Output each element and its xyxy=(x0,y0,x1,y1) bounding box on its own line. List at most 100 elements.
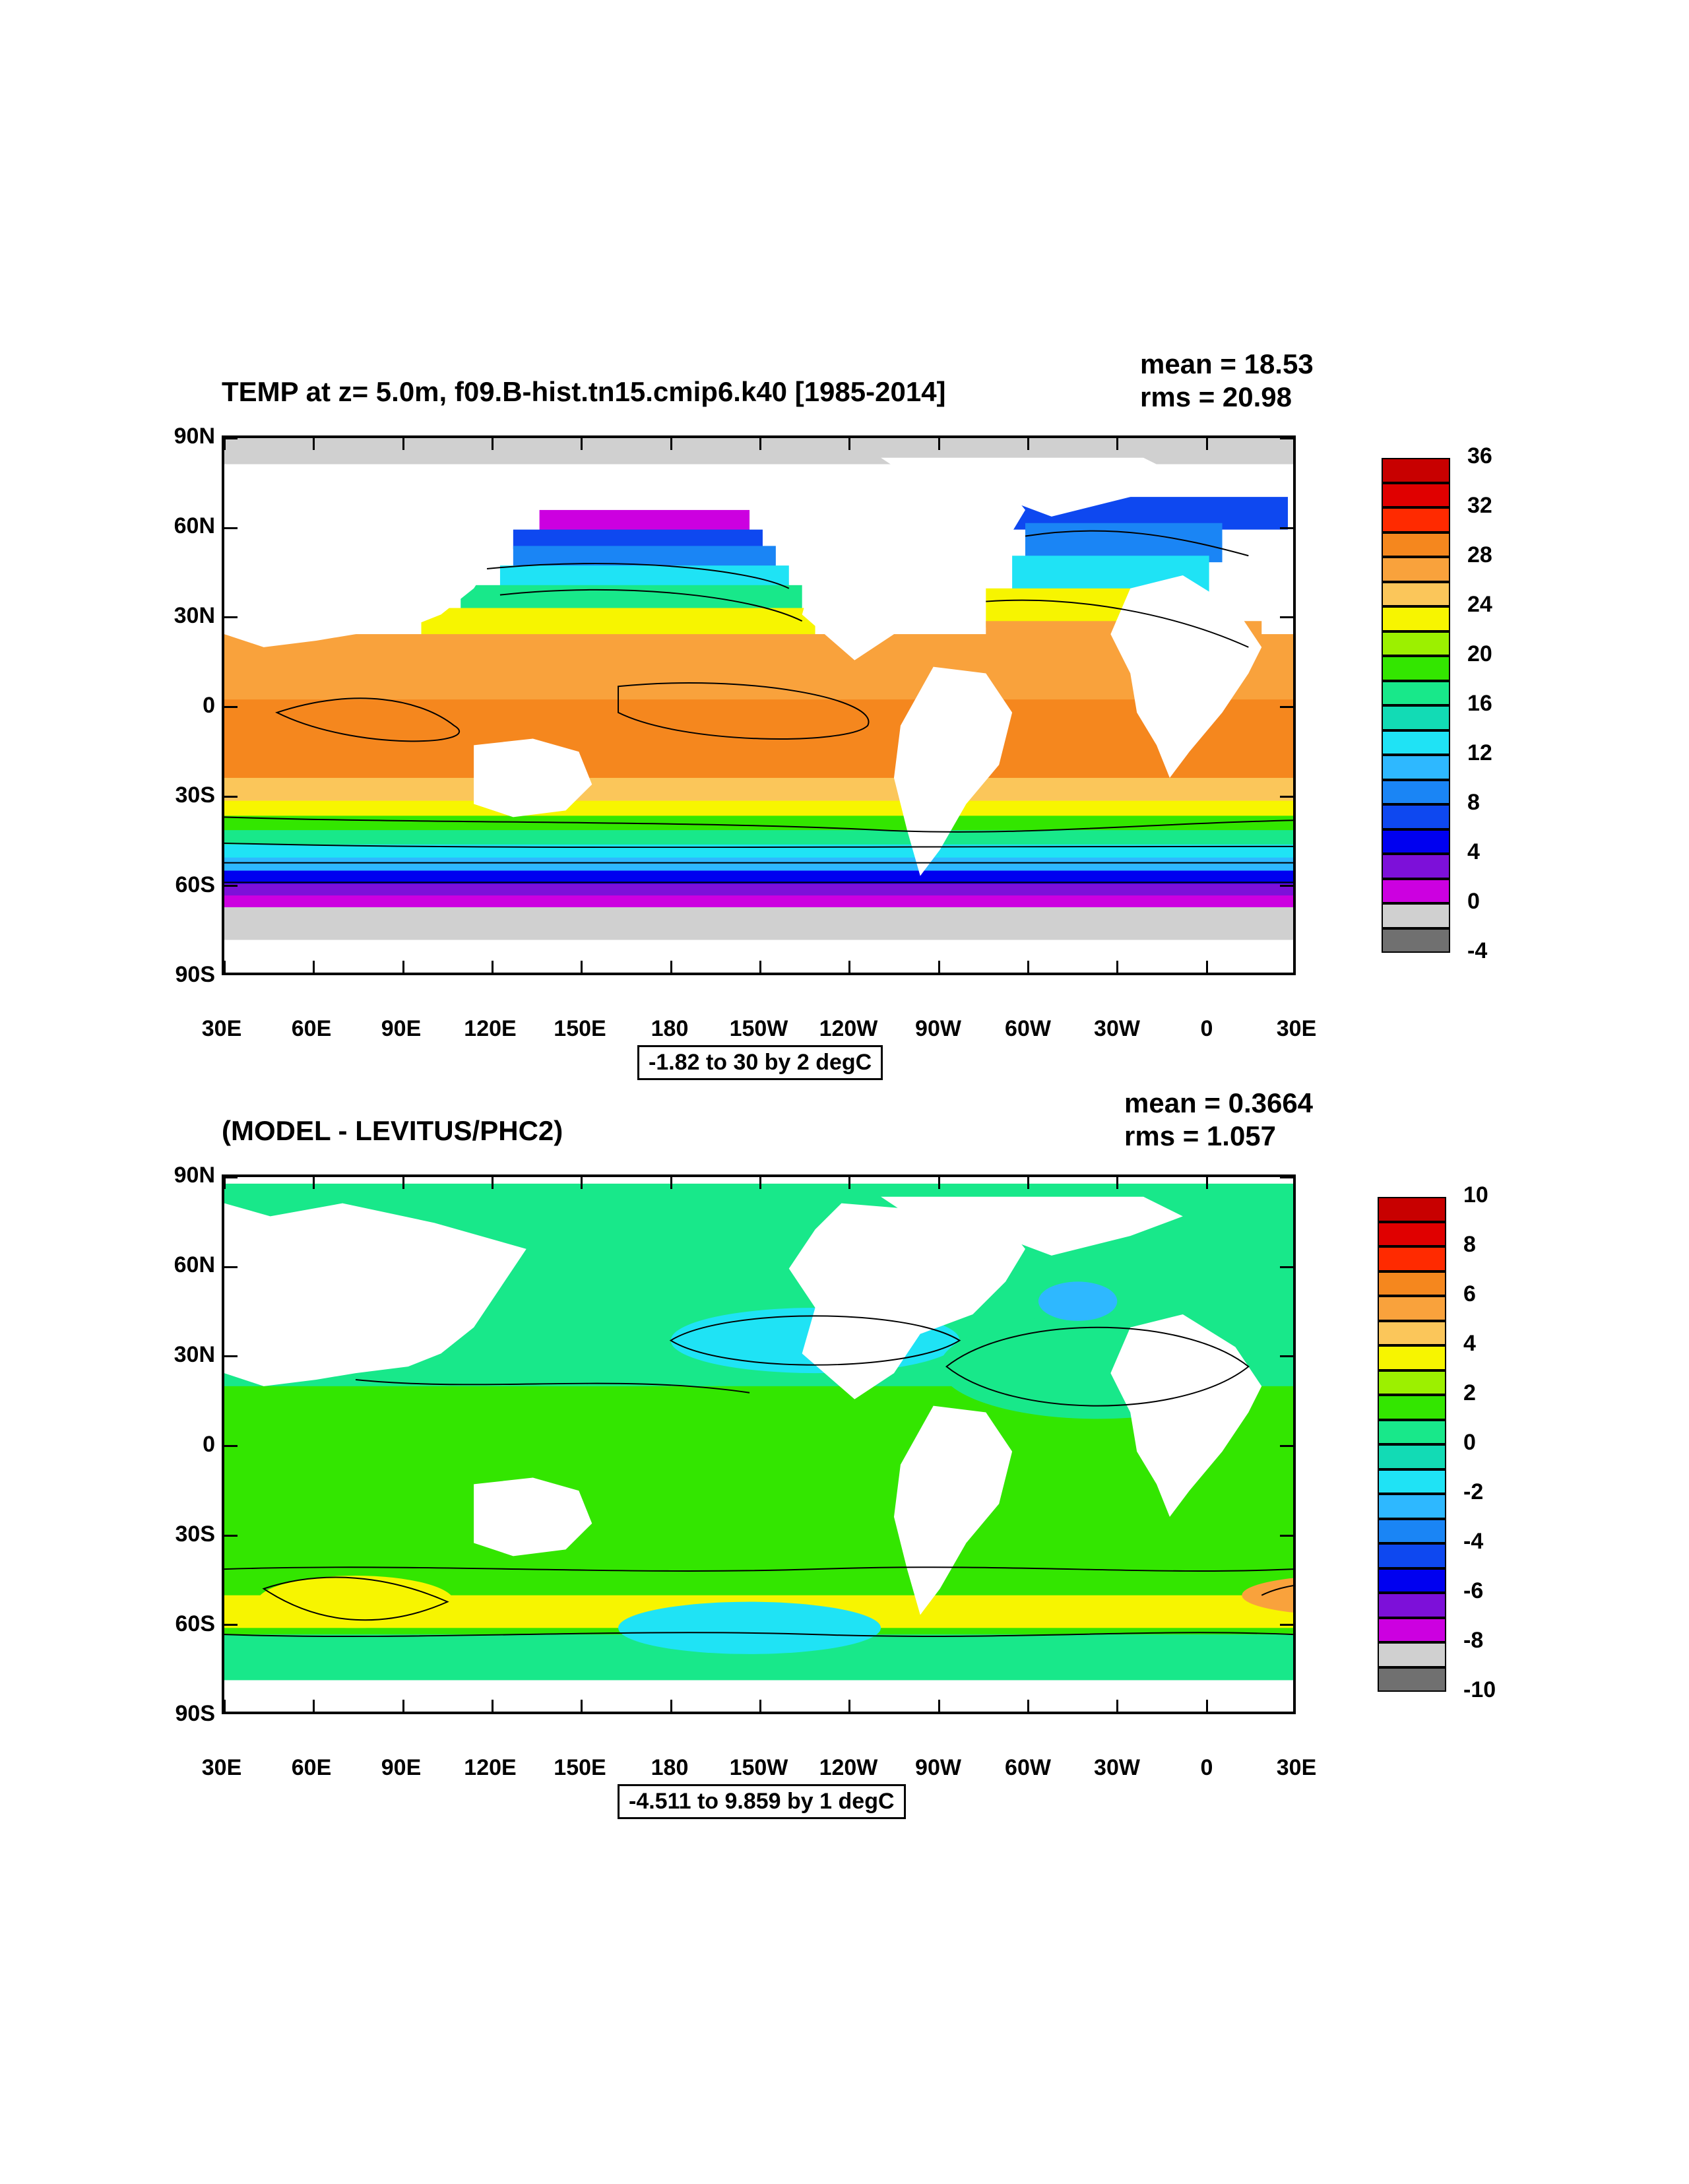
x-tick xyxy=(581,438,583,450)
y-tick xyxy=(1280,616,1293,619)
y-tick xyxy=(224,1534,238,1537)
panel1-colorbar-cell xyxy=(1382,680,1450,705)
x-tick xyxy=(938,1700,940,1712)
x-tick xyxy=(759,961,761,973)
panel2-colorbar-label: -6 xyxy=(1463,1578,1484,1603)
y-tick xyxy=(1280,885,1293,887)
x-tick xyxy=(492,961,494,973)
temperature-field xyxy=(224,438,1293,973)
x-tick xyxy=(1027,438,1029,450)
x-tick xyxy=(848,1177,851,1189)
x-tick xyxy=(1205,1700,1208,1712)
panel2-colorbar-cell xyxy=(1378,1543,1446,1568)
x-tick xyxy=(1295,438,1296,450)
panel2-xlabel-90e: 90E xyxy=(381,1755,422,1780)
panel2-map xyxy=(222,1174,1296,1714)
panel2-colorbar-cell xyxy=(1378,1221,1446,1246)
panel2-colorbar-label: 6 xyxy=(1463,1281,1476,1306)
panel1-ylabel-90s: 90S xyxy=(175,962,216,987)
x-tick xyxy=(1205,438,1208,450)
panel1-colorbar-label: 12 xyxy=(1467,740,1492,765)
y-tick xyxy=(1280,1266,1293,1268)
x-tick xyxy=(670,1700,672,1712)
panel1-ylabel-0: 0 xyxy=(203,693,215,718)
panel2-xlabel-60w: 60W xyxy=(1005,1755,1051,1780)
panel2-ylabel-60n: 60N xyxy=(174,1252,215,1277)
panel1-xlabel-120w: 120W xyxy=(819,1016,878,1041)
y-tick xyxy=(1280,1445,1293,1447)
panel1-ylabel-60s: 60S xyxy=(175,872,216,897)
panel2-colorbar-cell xyxy=(1378,1370,1446,1395)
panel1-colorbar-label: 32 xyxy=(1467,493,1492,518)
panel2-colorbar-cell xyxy=(1378,1494,1446,1519)
panel1-xlabel-180: 180 xyxy=(651,1016,689,1041)
panel1-colorbar-cell xyxy=(1382,854,1450,879)
panel1-xlabel-90e: 90E xyxy=(381,1016,422,1041)
panel2-xlabel-30e: 30E xyxy=(201,1755,242,1780)
x-tick xyxy=(1116,438,1119,450)
x-tick xyxy=(1295,1177,1296,1189)
panel2-colorbar-cell xyxy=(1378,1444,1446,1469)
panel2-title: (MODEL - LEVITUS/PHC2) xyxy=(222,1115,563,1146)
panel1-colorbar-cell xyxy=(1382,804,1450,829)
x-tick xyxy=(938,961,940,973)
panel2-colorbar-cell xyxy=(1378,1642,1446,1667)
x-tick xyxy=(1116,1177,1119,1189)
panel1-xlabel-30w: 30W xyxy=(1094,1016,1140,1041)
panel2-xlabel-150e: 150E xyxy=(554,1755,606,1780)
panel2-xlabel-120w: 120W xyxy=(819,1755,878,1780)
x-tick xyxy=(313,1700,315,1712)
y-tick xyxy=(1280,1355,1293,1358)
y-tick xyxy=(224,1177,238,1178)
x-tick xyxy=(759,1177,761,1189)
x-tick xyxy=(670,961,672,973)
x-tick xyxy=(313,961,315,973)
panel1-colorbar-cell xyxy=(1382,631,1450,656)
panel1-colorbar-cell xyxy=(1382,755,1450,780)
x-tick xyxy=(848,438,851,450)
panel2-colorbar-label: 10 xyxy=(1463,1182,1488,1207)
x-tick xyxy=(1027,961,1029,973)
x-tick xyxy=(492,438,494,450)
panel1-colorbar-cell xyxy=(1382,458,1450,483)
panel1-colorbar-label: -4 xyxy=(1467,938,1488,963)
panel1-colorbar-label: 24 xyxy=(1467,592,1492,617)
y-tick xyxy=(1280,1624,1293,1626)
x-tick xyxy=(402,438,404,450)
panel2-colorbar-cell xyxy=(1378,1246,1446,1271)
panel2-ylabel-0: 0 xyxy=(203,1432,215,1457)
panel1-map xyxy=(222,435,1296,975)
y-tick xyxy=(1280,706,1293,708)
y-tick xyxy=(224,1355,238,1358)
panel2-xlabel-90w: 90W xyxy=(915,1755,961,1780)
y-tick xyxy=(224,706,238,708)
x-tick xyxy=(224,1700,226,1712)
x-tick xyxy=(848,1700,851,1712)
panel1-colorbar-label: 36 xyxy=(1467,443,1492,468)
panel1-xlabel-60e: 60E xyxy=(291,1016,332,1041)
panel2-mean: mean = 0.3664 xyxy=(1124,1087,1314,1118)
x-tick xyxy=(1116,1700,1119,1712)
y-tick xyxy=(1280,527,1293,529)
y-tick xyxy=(1280,438,1293,439)
panel2-xlabel-150w: 150W xyxy=(729,1755,788,1780)
x-tick xyxy=(938,438,940,450)
x-tick xyxy=(313,438,315,450)
y-tick xyxy=(224,616,238,619)
panel2-ylabel-30s: 30S xyxy=(175,1522,216,1547)
panel1-colorbar-label: 28 xyxy=(1467,542,1492,567)
x-tick xyxy=(492,1700,494,1712)
x-tick xyxy=(1205,961,1208,973)
panel1-colorbar-cell xyxy=(1382,779,1450,804)
panel2-colorbar-label: 0 xyxy=(1463,1430,1476,1455)
panel1-xlabel-30e: 30E xyxy=(201,1016,242,1041)
y-tick xyxy=(224,438,238,439)
panel1-contour-info: -1.82 to 30 by 2 degC xyxy=(637,1045,883,1080)
panel2-xlabel-60e: 60E xyxy=(291,1755,332,1780)
panel1-colorbar-label: 8 xyxy=(1467,790,1480,815)
x-tick xyxy=(581,1700,583,1712)
panel-difference: (MODEL - LEVITUS/PHC2) mean = 0.3664 rms… xyxy=(0,1087,1689,2184)
panel1-colorbar-label: 20 xyxy=(1467,641,1492,666)
panel1-xlabel-0: 0 xyxy=(1200,1016,1213,1041)
panel1-colorbar-cell xyxy=(1382,829,1450,854)
